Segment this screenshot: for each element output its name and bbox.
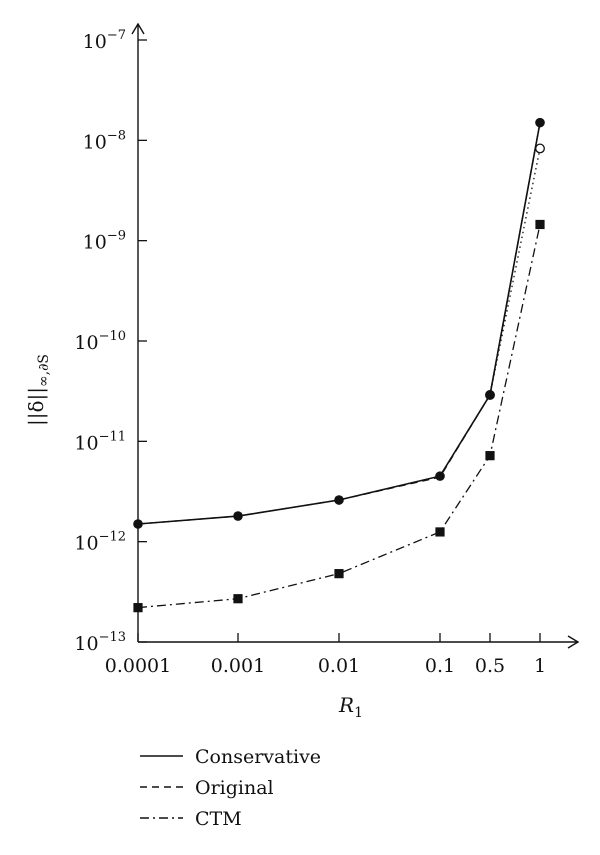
legend: Conservative Original CTM bbox=[140, 746, 321, 830]
y-axis-title-main: ||δ|| bbox=[24, 387, 49, 426]
data-point-conservative bbox=[334, 495, 344, 505]
data-point-conservative bbox=[233, 511, 243, 521]
x-tick-label: 0.0001 bbox=[105, 655, 171, 677]
y-tick-label: 10−8 bbox=[83, 128, 126, 153]
y-tick-base: 10 bbox=[83, 232, 107, 254]
axes bbox=[131, 22, 580, 649]
x-axis-title: R1 bbox=[338, 693, 363, 721]
data-point-conservative bbox=[435, 471, 445, 481]
y-axis-arrow bbox=[131, 22, 145, 35]
data-point-conservative bbox=[535, 117, 545, 128]
data-point-conservative bbox=[485, 390, 495, 400]
series-line-dotted bbox=[489, 148, 541, 396]
y-tick-base: 10 bbox=[83, 31, 107, 53]
y-tick-base: 10 bbox=[83, 131, 107, 153]
y-tick-exponent: −7 bbox=[107, 28, 126, 43]
series-line-conservative bbox=[137, 122, 541, 525]
y-tick-base: 10 bbox=[74, 633, 98, 655]
series-line-original bbox=[137, 122, 541, 525]
y-tick-exponent: −10 bbox=[99, 329, 126, 344]
x-axis-ticks: 0.0001 0.001 0.01 0.1 0.5 1 bbox=[105, 633, 546, 677]
series-line-ctm bbox=[137, 224, 541, 609]
x-axis-title-sub: 1 bbox=[354, 705, 363, 721]
y-tick-label: 10−10 bbox=[74, 329, 126, 354]
y-tick-exponent: −9 bbox=[107, 229, 126, 244]
x-tick-label: 1 bbox=[534, 655, 546, 677]
y-tick-label: 10−12 bbox=[74, 530, 126, 555]
x-tick-label: 0.1 bbox=[425, 655, 455, 677]
legend-label: Original bbox=[195, 777, 274, 799]
y-tick-label: 10−13 bbox=[74, 630, 126, 655]
legend-label: Conservative bbox=[195, 746, 321, 768]
data-point-ctm bbox=[334, 569, 344, 579]
y-tick-label: 10−9 bbox=[83, 229, 126, 254]
data-point-ctm bbox=[233, 594, 243, 604]
data-point-ctm bbox=[535, 219, 545, 230]
y-tick-exponent: −8 bbox=[107, 128, 126, 143]
y-tick-base: 10 bbox=[74, 432, 98, 454]
y-tick-label: 10−7 bbox=[83, 28, 126, 53]
y-axis-title: ||δ||∞,∂S bbox=[24, 354, 52, 426]
y-tick-base: 10 bbox=[74, 533, 98, 555]
x-axis-arrow bbox=[567, 635, 580, 649]
data-point-ctm bbox=[485, 451, 495, 461]
x-axis-title-main: R bbox=[338, 693, 354, 717]
y-axis-title-sub: ∞,∂S bbox=[36, 354, 52, 387]
y-tick-label: 10−11 bbox=[74, 429, 126, 454]
series-layer bbox=[137, 122, 541, 609]
data-point-ctm bbox=[133, 603, 143, 613]
markers-layer bbox=[133, 117, 545, 613]
x-tick-label: 0.001 bbox=[211, 655, 265, 677]
legend-label: CTM bbox=[195, 808, 242, 830]
x-tick-label: 0.01 bbox=[318, 655, 360, 677]
x-tick-label: 0.5 bbox=[475, 655, 505, 677]
data-point-ctm bbox=[435, 527, 445, 537]
data-point-conservative bbox=[133, 519, 143, 529]
y-tick-exponent: −11 bbox=[99, 429, 126, 444]
y-tick-exponent: −13 bbox=[99, 630, 126, 645]
data-point-dotted bbox=[535, 143, 545, 154]
y-tick-exponent: −12 bbox=[99, 530, 126, 545]
y-tick-base: 10 bbox=[74, 332, 98, 354]
